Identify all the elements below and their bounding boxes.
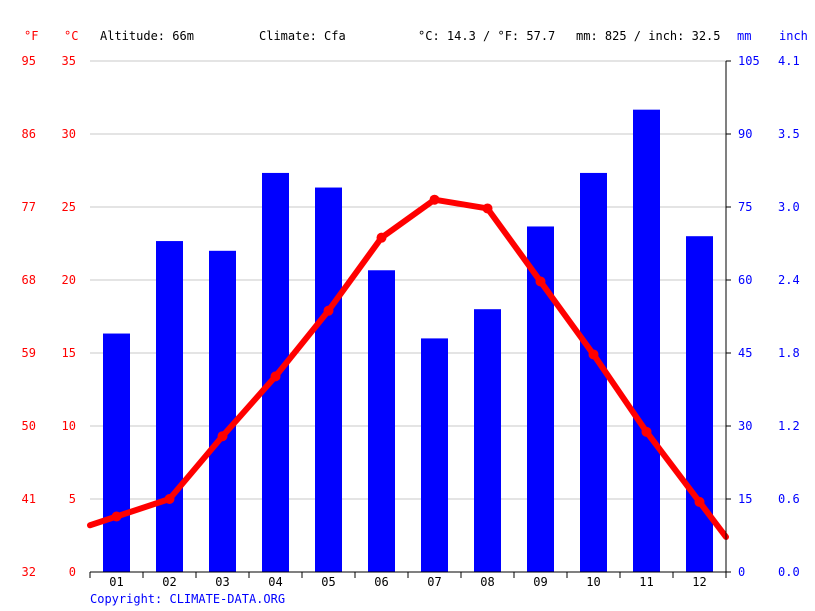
tick-label-f: 68: [22, 273, 36, 287]
header-precip-total: mm: 825 / inch: 32.5: [576, 29, 721, 43]
tick-label-f: 50: [22, 419, 36, 433]
tick-label-mm: 30: [738, 419, 752, 433]
tick-label-f: 77: [22, 200, 36, 214]
precip-bar: [209, 250, 236, 573]
header-climate: Climate: Cfa: [259, 29, 346, 43]
unit-inch-label: inch: [779, 29, 808, 43]
unit-mm-label: mm: [737, 29, 751, 43]
tick-label-f: 59: [22, 346, 36, 360]
grid-lines: [90, 60, 726, 500]
x-tick-label: 03: [215, 575, 229, 589]
temperature-point: [164, 494, 175, 504]
copyright[interactable]: Copyright: CLIMATE-DATA.ORG: [90, 592, 286, 606]
tick-label-mm: 0: [738, 565, 745, 579]
tick-label-inch: 4.1: [778, 54, 800, 68]
precip-bar: [421, 338, 448, 572]
tick-label-mm: 45: [738, 346, 752, 360]
tick-label-c: 15: [62, 346, 76, 360]
precip-bar: [368, 270, 395, 572]
tick-label-inch: 3.5: [778, 127, 800, 141]
temperature-polyline: [87, 196, 729, 540]
x-tick-label: 04: [268, 575, 282, 589]
tick-label-mm: 75: [738, 200, 752, 214]
tick-label-f: 95: [22, 54, 36, 68]
precip-bar: [156, 241, 183, 573]
tick-label-c: 25: [62, 200, 76, 214]
x-tick-label: 01: [109, 575, 123, 589]
tick-label-c: 20: [62, 273, 76, 287]
temperature-point: [217, 431, 228, 442]
unit-f-label: °F: [24, 29, 38, 43]
tick-label-c: 30: [62, 127, 76, 141]
precip-bar: [474, 309, 501, 572]
temperature-point: [641, 426, 652, 437]
temperature-point: [588, 349, 599, 360]
precip-bar: [315, 187, 342, 573]
x-tick-label: 12: [692, 575, 706, 589]
precip-bar: [103, 333, 130, 572]
x-tick-label: 10: [586, 575, 600, 589]
precipitation-bars: [103, 109, 713, 573]
x-tick-label: 09: [533, 575, 547, 589]
tick-label-c: 5: [69, 492, 76, 506]
tick-label-f: 86: [22, 127, 36, 141]
tick-label-mm: 105: [738, 54, 760, 68]
temperature-point: [694, 496, 705, 507]
tick-label-inch: 0.6: [778, 492, 800, 506]
header-altitude: Altitude: 66m: [100, 29, 194, 43]
temperature-point: [376, 232, 387, 243]
tick-label-c: 0: [69, 565, 76, 579]
tick-label-f: 32: [22, 565, 36, 579]
precip-bar: [633, 109, 660, 573]
tick-label-inch: 2.4: [778, 273, 800, 287]
temperature-point: [429, 194, 440, 205]
tick-label-c: 10: [62, 419, 76, 433]
temperature-point: [270, 371, 281, 382]
temperature-point: [111, 511, 122, 522]
x-tick-label: 08: [480, 575, 494, 589]
header-avg-temp: °C: 14.3 / °F: 57.7: [418, 29, 556, 43]
tick-label-inch: 1.2: [778, 419, 800, 433]
tick-label-mm: 60: [738, 273, 752, 287]
tick-label-f: 41: [22, 492, 36, 506]
x-tick-label: 06: [374, 575, 388, 589]
tick-label-mm: 90: [738, 127, 752, 141]
x-tick-label: 07: [427, 575, 441, 589]
tick-label-c: 35: [62, 54, 76, 68]
tick-label-inch: 1.8: [778, 346, 800, 360]
temperature-point: [482, 203, 493, 214]
axes: [89, 60, 731, 578]
temperature-line: [87, 194, 729, 540]
temperature-point: [535, 276, 546, 287]
x-tick-label: 11: [639, 575, 653, 589]
x-tick-label: 05: [321, 575, 335, 589]
x-tick-label: 02: [162, 575, 176, 589]
tick-label-inch: 3.0: [778, 200, 800, 214]
tick-label-mm: 15: [738, 492, 752, 506]
unit-c-label: °C: [64, 29, 78, 43]
precip-bar: [686, 236, 713, 572]
tick-label-inch: 0.0: [778, 565, 800, 579]
temperature-point: [323, 305, 334, 316]
